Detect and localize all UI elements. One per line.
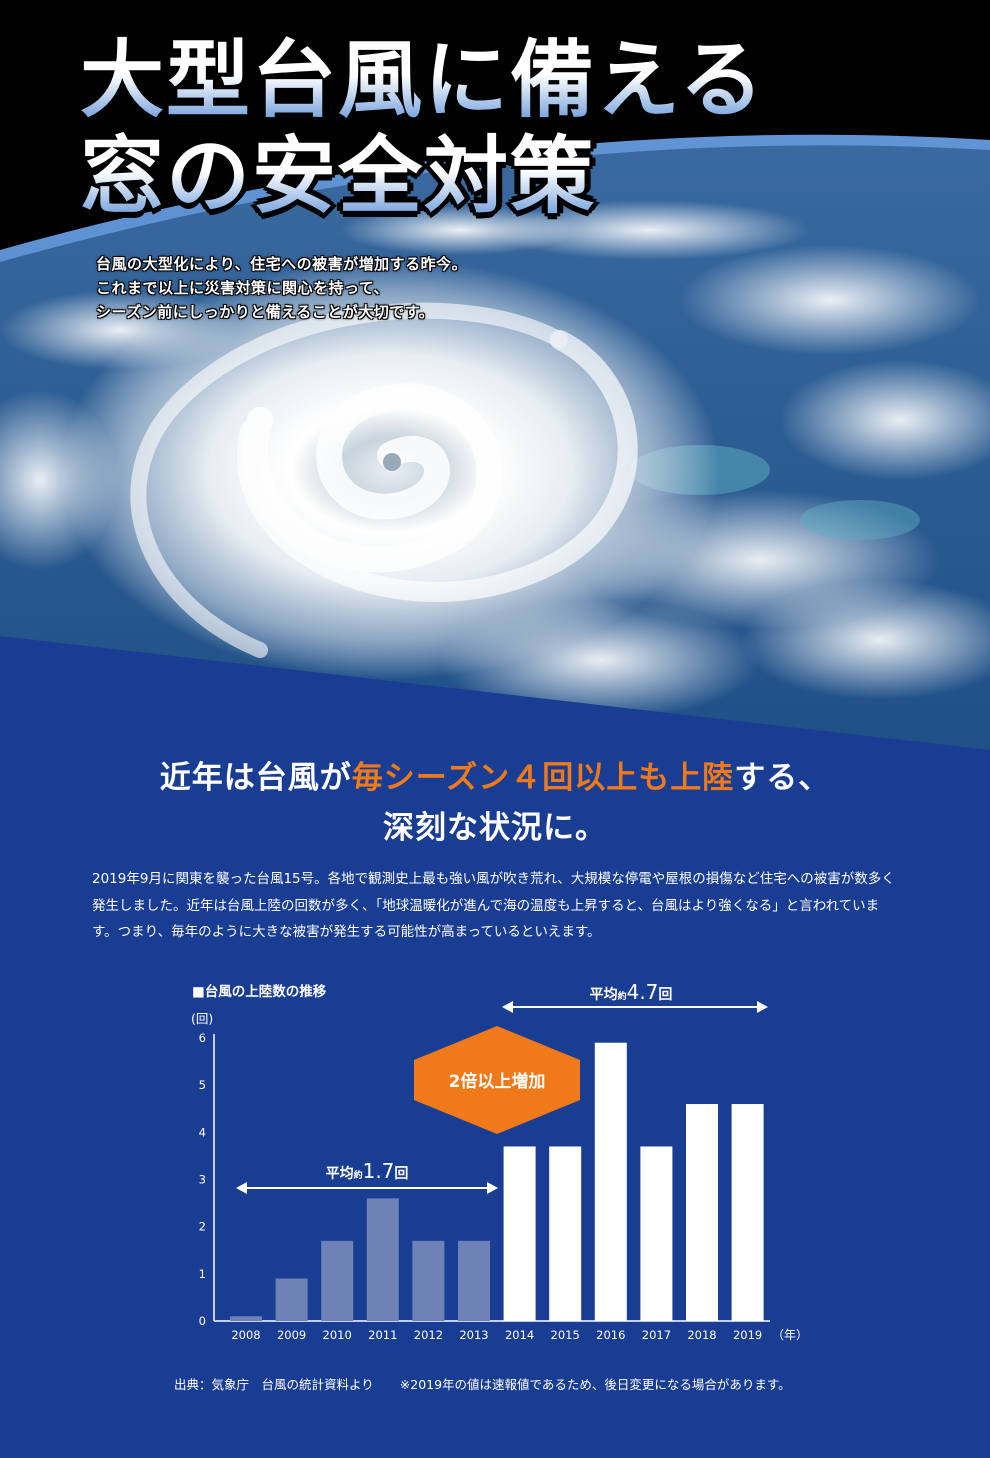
avg-early-arrow-head-right — [487, 1182, 498, 1194]
lead-text: 台風の大型化により、住宅への被害が増加する昨今。 これまで以上に災害対策に関心を… — [96, 252, 616, 324]
bar-2019 — [731, 1104, 764, 1321]
avg-recent-arrow-head-right — [757, 1001, 768, 1013]
increase-label: 2倍以上増加 — [449, 1071, 546, 1092]
chart-title: ■台風の上陸数の推移 — [192, 984, 327, 1000]
source-citation: 出典：気象庁 台風の統計資料より — [174, 1377, 374, 1392]
y-tick-label: 4 — [199, 1125, 206, 1139]
x-tick-label: 2013 — [459, 1328, 488, 1342]
typhoon-satellite-image — [0, 0, 990, 760]
source-note: 出典：気象庁 台風の統計資料より ※2019年の値は速報値であるため、後日変更にな… — [174, 1374, 791, 1393]
x-tick-label: 2019 — [733, 1328, 762, 1342]
headline-line2: 深刻な状況に。 — [383, 810, 607, 846]
bar-2011 — [366, 1198, 399, 1321]
x-tick-label: 2017 — [642, 1328, 671, 1342]
x-tick-label: 2014 — [505, 1328, 534, 1342]
headline-post: する、 — [734, 760, 831, 796]
x-axis-unit: （年） — [772, 1328, 808, 1342]
body-paragraph: 2019年9月に関東を襲った台風15号。各地で観測史上最も強い風が吹き荒れ、大規… — [92, 871, 895, 940]
lead-line-1: 台風の大型化により、住宅への被害が増加する昨今。 — [96, 255, 468, 273]
bar-2015 — [549, 1146, 582, 1321]
x-tick-label: 2016 — [596, 1328, 625, 1342]
bar-2013 — [458, 1240, 490, 1321]
lead-line-3: シーズン前にしっかりと備えることが大切です。 — [96, 303, 435, 321]
x-tick-label: 2009 — [277, 1328, 306, 1342]
earth-typhoon-illustration — [0, 0, 990, 760]
bar-2009 — [275, 1278, 308, 1321]
x-tick-label: 2008 — [231, 1328, 260, 1342]
increase-badge — [414, 1026, 580, 1134]
bar-2008 — [230, 1316, 262, 1321]
avg-recent-label: 平均約4.7回 — [590, 980, 673, 1004]
y-tick-label: 0 — [199, 1314, 206, 1328]
y-tick-label: 5 — [199, 1078, 206, 1092]
y-tick-label: 1 — [199, 1267, 206, 1281]
avg-early-label: 平均約1.7回 — [326, 1159, 409, 1183]
lead-line-2: これまで以上に災害対策に関心を持って、 — [96, 279, 390, 297]
headline-line1: 近年は台風が毎シーズン４回以上も上陸する、 — [0, 752, 990, 797]
x-tick-label: 2010 — [323, 1328, 352, 1342]
source-disclaimer: ※2019年の値は速報値であるため、後日変更になる場合があります。 — [399, 1377, 791, 1392]
y-tick-label: 2 — [199, 1220, 206, 1234]
bar-2018 — [686, 1104, 718, 1321]
headline-pre: 近年は台風が — [159, 760, 352, 796]
bar-2014 — [503, 1146, 536, 1321]
bar-2010 — [321, 1240, 354, 1321]
x-tick-label: 2011 — [368, 1328, 397, 1342]
x-tick-label: 2018 — [687, 1328, 716, 1342]
chart-y-unit: (回) — [191, 1011, 214, 1026]
bar-2016 — [594, 1042, 627, 1321]
bar-2012 — [412, 1240, 445, 1321]
main-title-line1: 大型台風に備える — [80, 31, 766, 129]
x-tick-label: 2012 — [414, 1328, 443, 1342]
y-tick-label: 6 — [199, 1031, 206, 1045]
avg-recent-arrow-head-left — [502, 1001, 513, 1013]
y-tick-label: 3 — [199, 1173, 206, 1187]
headline-highlight: 毎シーズン４回以上も上陸 — [351, 760, 735, 796]
x-tick-label: 2015 — [551, 1328, 580, 1342]
avg-early-arrow-head-left — [236, 1182, 247, 1194]
main-title-line2: 窓の安全対策 — [80, 127, 597, 225]
bar-2017 — [640, 1146, 673, 1321]
